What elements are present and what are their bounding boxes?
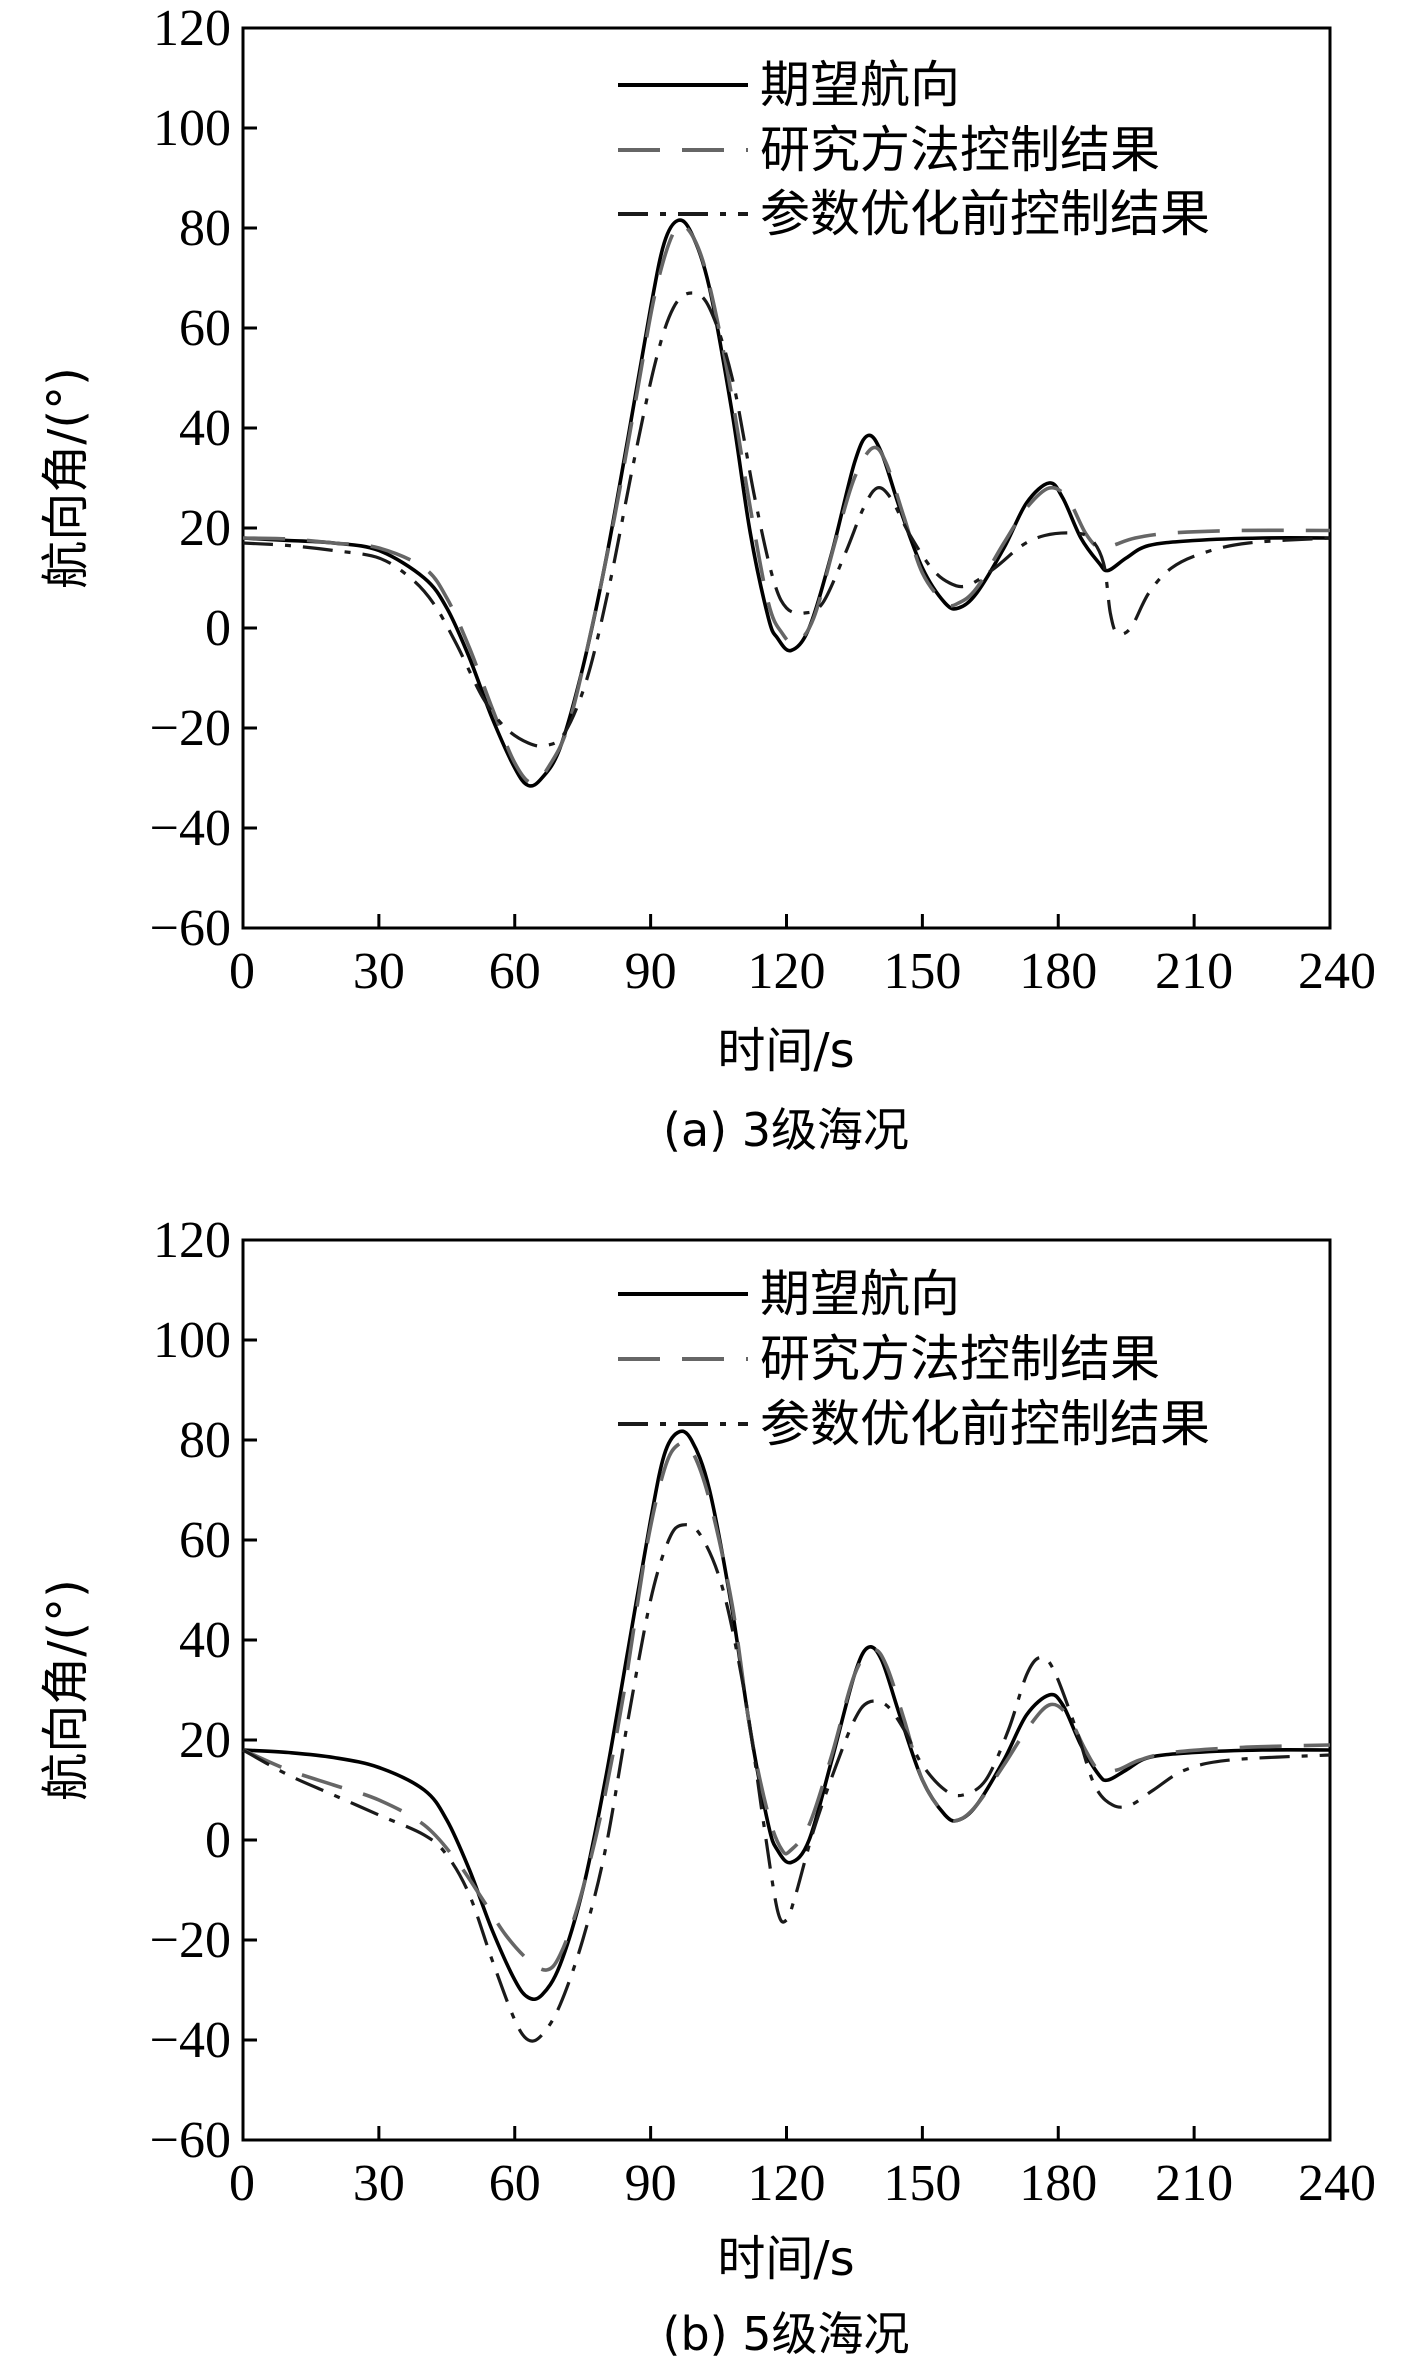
x-tick-label: 180	[1019, 2155, 1097, 2212]
series-line-dashdot	[242, 1523, 1331, 2043]
x-tick-label: 60	[489, 943, 541, 1000]
svg-text:航向角/(°): 航向角/(°)	[38, 367, 94, 589]
series-layer	[242, 218, 1331, 788]
legend-label: 期望航向	[760, 1265, 960, 1323]
y-tick-label: −60	[150, 900, 231, 957]
x-tick-label: 90	[625, 2155, 677, 2212]
y-tick-label: 100	[153, 1312, 231, 1369]
series-layer	[242, 1429, 1331, 2043]
series-line-dashed	[242, 1440, 1331, 1972]
x-tick-label: 0	[229, 943, 255, 1000]
x-tick-label: 60	[489, 2155, 541, 2212]
y-axis-title: 航向角/(°)	[38, 1579, 94, 1801]
y-tick-label: −40	[150, 2012, 231, 2069]
y-tick-label: 120	[153, 0, 231, 57]
y-tick-label: 0	[205, 1812, 231, 1869]
x-axis-label: 时间/s	[717, 2231, 854, 2287]
x-axis: 0 30 60 90 120 150 180 210 240	[229, 914, 1376, 1000]
chart-caption: (a) 3级海况	[663, 1103, 909, 1157]
y-axis-label: 航向角/(°)	[38, 1579, 94, 1801]
x-axis-label: 时间/s	[717, 1023, 854, 1079]
x-axis: 0 30 60 90 120 150 180 210 240	[229, 2126, 1376, 2212]
chart-panel-b: 120 100 80 60 40 20 0 −20 −40 −60 0 30 60 90 120 150 18…	[38, 1212, 1376, 2361]
y-tick-label: 0	[205, 600, 231, 657]
legend-label: 参数优化前控制结果	[760, 185, 1210, 243]
x-tick-label: 150	[883, 943, 961, 1000]
x-tick-label: 150	[883, 2155, 961, 2212]
y-tick-label: 20	[179, 1712, 231, 1769]
legend-label: 期望航向	[760, 56, 960, 114]
y-tick-label: 40	[179, 400, 231, 457]
series-line-solid	[242, 218, 1331, 788]
y-axis: 120 100 80 60 40 20 0 −20 −40 −60	[150, 1212, 257, 2169]
y-tick-label: −20	[150, 700, 231, 757]
x-tick-label: 30	[353, 2155, 405, 2212]
y-tick-label: 60	[179, 1512, 231, 1569]
legend: 期望航向 研究方法控制结果 参数优化前控制结果	[618, 56, 1210, 243]
y-axis-label: 航向角/(°)	[38, 367, 94, 589]
y-tick-label: 20	[179, 500, 231, 557]
y-tick-label: −40	[150, 800, 231, 857]
chart-panel-a: 120 100 80 60 40 20 0 −20 −40 −60 0 30 60 90 120 150 18…	[38, 0, 1376, 1157]
y-tick-label: 80	[179, 200, 231, 257]
series-line-dashed	[242, 222, 1331, 785]
y-tick-label: 60	[179, 300, 231, 357]
y-tick-label: −60	[150, 2112, 231, 2169]
y-axis: 120 100 80 60 40 20 0 −20 −40 −60	[150, 0, 257, 957]
x-tick-label: 210	[1155, 943, 1233, 1000]
y-tick-label: 100	[153, 100, 231, 157]
svg-text:航向角/(°): 航向角/(°)	[38, 1579, 94, 1801]
x-tick-label: 30	[353, 943, 405, 1000]
legend-label: 研究方法控制结果	[760, 1330, 1160, 1388]
series-line-solid	[242, 1429, 1331, 2002]
y-axis-title: 航向角/(°)	[38, 367, 94, 589]
y-tick-label: 120	[153, 1212, 231, 1269]
y-tick-label: 80	[179, 1412, 231, 1469]
x-tick-label: 90	[625, 943, 677, 1000]
x-tick-label: 240	[1298, 2155, 1376, 2212]
legend-label: 研究方法控制结果	[760, 121, 1160, 179]
x-tick-label: 180	[1019, 943, 1097, 1000]
legend: 期望航向 研究方法控制结果 参数优化前控制结果	[618, 1265, 1210, 1453]
series-line-dashdot	[242, 291, 1331, 748]
legend-label: 参数优化前控制结果	[760, 1395, 1210, 1453]
x-tick-label: 210	[1155, 2155, 1233, 2212]
x-tick-label: 240	[1298, 943, 1376, 1000]
x-tick-label: 0	[229, 2155, 255, 2212]
x-tick-label: 120	[748, 943, 826, 1000]
x-tick-label: 120	[748, 2155, 826, 2212]
chart-caption: (b) 5级海况	[663, 2307, 910, 2361]
y-tick-label: 40	[179, 1612, 231, 1669]
y-tick-label: −20	[150, 1912, 231, 1969]
